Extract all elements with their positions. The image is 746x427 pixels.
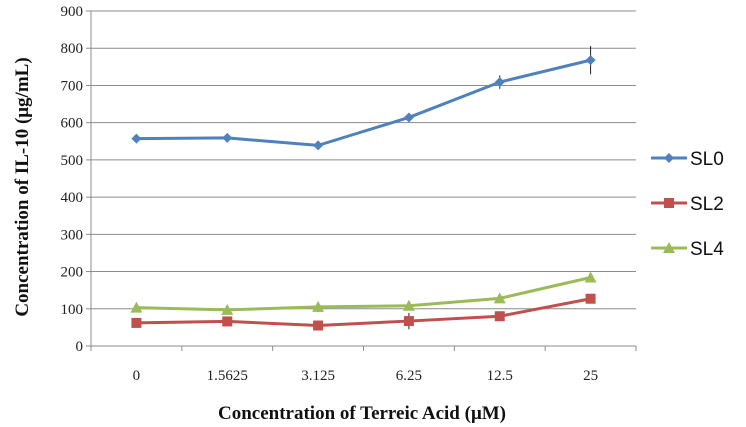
y-tick-labels: 0 100 200 300 400 500 600 700 800 900 bbox=[61, 4, 84, 355]
axes bbox=[90, 11, 637, 351]
data-point bbox=[312, 300, 325, 312]
data-point bbox=[222, 316, 233, 327]
x-tick-labels: 0 1.5625 3.125 6.25 12.5 25 bbox=[133, 368, 598, 384]
series-sl0 bbox=[131, 45, 596, 151]
legend-item-sl2: SL2 bbox=[651, 194, 724, 215]
data-point bbox=[403, 316, 414, 327]
y-tick-label: 900 bbox=[61, 4, 84, 20]
y-tick-label: 0 bbox=[76, 339, 84, 355]
x-tick-label: 3.125 bbox=[301, 368, 335, 384]
data-point bbox=[402, 299, 415, 311]
y-tick-label: 400 bbox=[61, 190, 84, 206]
data-point bbox=[585, 293, 596, 304]
series-layer bbox=[130, 45, 597, 331]
series-line bbox=[136, 276, 591, 312]
gridlines bbox=[86, 10, 636, 347]
y-tick-label: 600 bbox=[61, 116, 84, 132]
data-point bbox=[403, 112, 414, 123]
series-sl2 bbox=[131, 293, 596, 331]
y-tick-label: 700 bbox=[61, 78, 84, 94]
x-axis-title: Concentration of Terreic Acid (μM) bbox=[218, 403, 506, 424]
legend-item-sl0: SL0 bbox=[651, 149, 724, 170]
data-point bbox=[313, 320, 324, 331]
data-point bbox=[584, 271, 597, 283]
data-point bbox=[585, 55, 596, 66]
legend-marker bbox=[664, 198, 674, 208]
x-tick-label: 6.25 bbox=[396, 368, 422, 384]
data-point bbox=[221, 303, 234, 315]
series-line bbox=[136, 297, 591, 328]
data-point bbox=[313, 140, 324, 151]
legend-label: SL4 bbox=[690, 239, 724, 260]
x-tick-label: 12.5 bbox=[487, 368, 513, 384]
data-point bbox=[494, 311, 505, 322]
x-tick-label: 25 bbox=[583, 368, 598, 384]
y-axis-title: Concentration of IL-10 (μg/mL) bbox=[12, 57, 33, 316]
legend-marker bbox=[663, 242, 675, 253]
data-point bbox=[493, 292, 506, 304]
data-point bbox=[131, 317, 142, 328]
x-tick-label: 1.5625 bbox=[207, 368, 248, 384]
y-tick-label: 100 bbox=[61, 302, 84, 318]
y-tick-label: 300 bbox=[61, 227, 84, 243]
legend-label: SL0 bbox=[690, 149, 724, 170]
legend-item-sl4: SL4 bbox=[651, 239, 724, 260]
y-tick-label: 500 bbox=[61, 153, 84, 169]
data-point bbox=[222, 132, 233, 143]
data-point bbox=[131, 133, 142, 144]
data-point bbox=[494, 77, 505, 88]
legend-marker bbox=[664, 153, 674, 163]
y-tick-label: 200 bbox=[61, 265, 84, 281]
series-line bbox=[136, 58, 591, 147]
y-tick-label: 800 bbox=[61, 41, 84, 57]
x-tick-label: 0 bbox=[133, 368, 141, 384]
data-point bbox=[130, 301, 143, 313]
legend: SL0 SL2 SL4 bbox=[651, 149, 724, 260]
legend-label: SL2 bbox=[690, 194, 724, 215]
series-sl4 bbox=[130, 271, 597, 315]
